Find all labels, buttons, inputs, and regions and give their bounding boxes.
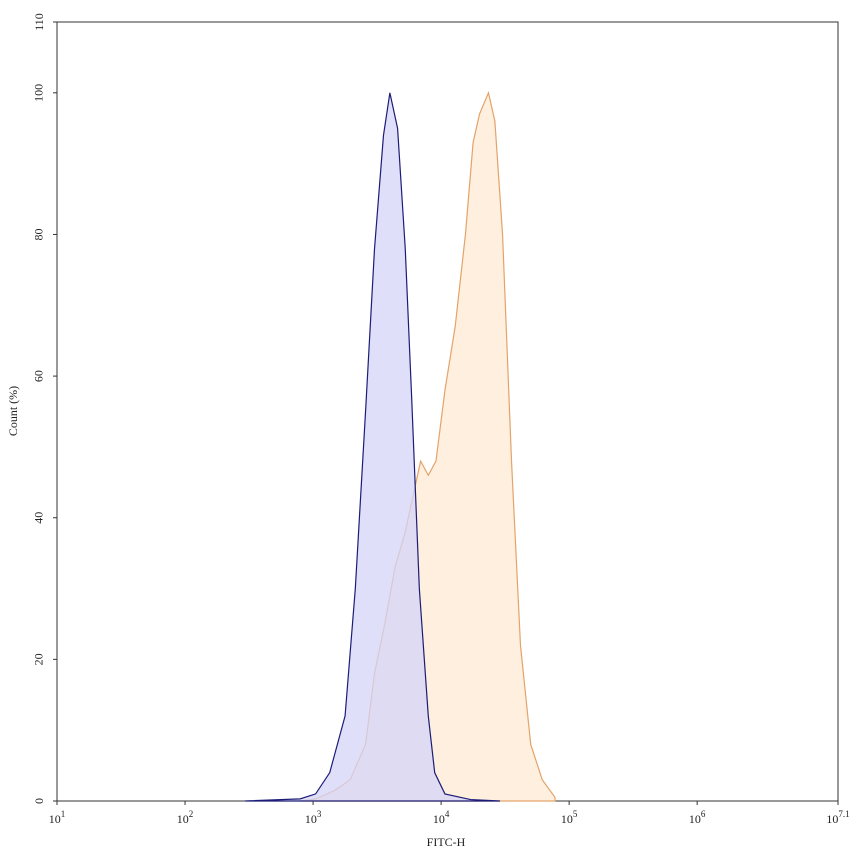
- y-tick-label: 20: [32, 653, 46, 665]
- x-axis-title: FITC-H: [427, 835, 466, 849]
- x-tick-base: 10: [177, 812, 189, 826]
- y-axis-title: Count (%): [6, 386, 20, 436]
- y-tick-label: 110: [32, 13, 46, 31]
- x-tick-label: 105: [561, 809, 578, 826]
- x-tick-exponent: 1: [61, 809, 66, 819]
- x-tick-exponent: 3: [317, 809, 322, 819]
- x-tick-label: 103: [305, 809, 322, 826]
- x-tick-exponent: 6: [701, 809, 706, 819]
- x-tick-base: 10: [49, 812, 61, 826]
- x-tick-exponent: 2: [189, 809, 194, 819]
- x-tick-label: 106: [689, 809, 706, 826]
- y-tick-label: 80: [32, 228, 46, 240]
- x-tick-base: 10: [826, 812, 838, 826]
- y-tick-label: 60: [32, 370, 46, 382]
- y-tick-label: 40: [32, 512, 46, 524]
- x-tick-base: 10: [433, 812, 445, 826]
- x-tick-exponent: 7.1: [838, 809, 849, 819]
- x-tick-base: 10: [305, 812, 317, 826]
- x-tick-base: 10: [561, 812, 573, 826]
- y-tick-label: 0: [32, 798, 46, 804]
- histogram-area: [300, 90, 556, 802]
- x-tick-exponent: 4: [445, 809, 450, 819]
- x-tick-label: 104: [433, 809, 450, 826]
- x-tick-base: 10: [689, 812, 701, 826]
- x-tick-label: 107.1: [826, 809, 849, 826]
- x-tick-exponent: 5: [573, 809, 578, 819]
- y-tick-label: 100: [32, 84, 46, 102]
- histogram-area: [245, 92, 501, 802]
- x-tick-label: 101: [49, 809, 66, 826]
- x-tick-label: 102: [177, 809, 194, 826]
